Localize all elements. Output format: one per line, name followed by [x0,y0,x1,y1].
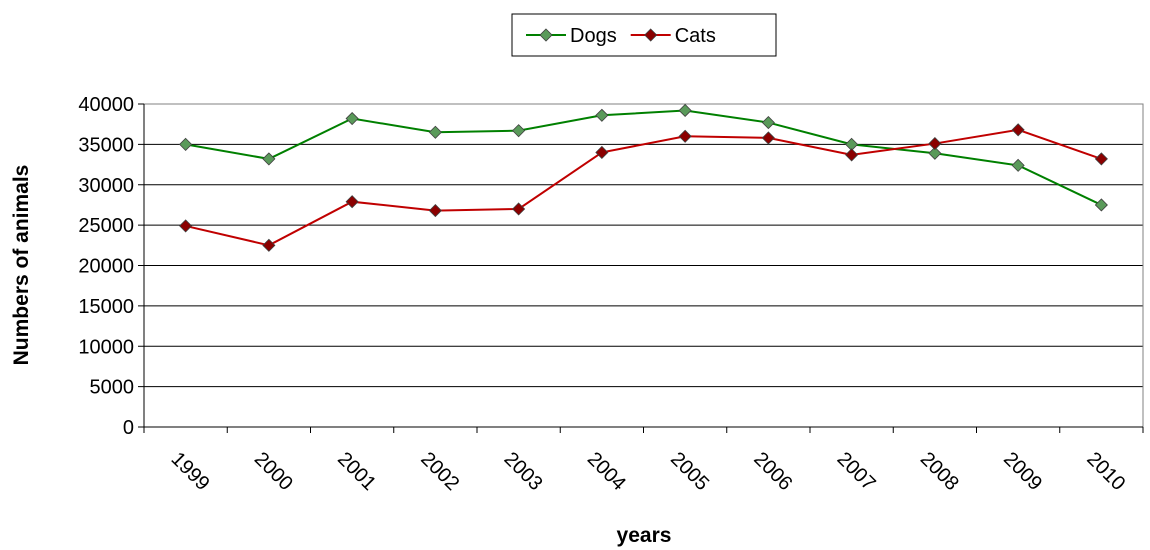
series-markers [179,103,1108,252]
y-tick-label: 5000 [90,377,135,399]
y-axis-title: Numbers of animals [10,165,33,366]
x-tick-label: 2001 [333,448,380,495]
x-tick-label: 2004 [583,448,630,495]
data-point-cats [428,204,442,218]
data-point-dogs [1011,158,1025,172]
y-tick-label: 35000 [78,134,134,156]
x-tick-label: 2007 [833,448,880,495]
legend-marker-cats [644,28,658,42]
data-point-cats [512,202,526,216]
legend-label-dogs: Dogs [570,25,617,47]
x-tick-label: 2006 [749,448,796,495]
data-point-dogs [512,124,526,138]
y-tick-label: 10000 [78,336,134,358]
y-tick-label: 20000 [78,256,134,278]
x-tick-label: 2003 [500,448,547,495]
data-point-dogs [1094,198,1108,212]
x-axis-title: years [617,524,672,547]
data-point-dogs [928,146,942,160]
y-tick-label: 15000 [78,296,134,318]
data-point-cats [678,129,692,143]
x-tick-label: 2000 [250,448,297,495]
legend-label-cats: Cats [675,25,716,47]
series-lines [185,109,1102,247]
y-tick-label: 0 [123,417,134,439]
legend-marker-dogs [539,28,553,42]
data-point-cats [928,137,942,151]
data-point-dogs [262,152,276,166]
series-line-dogs [185,109,1102,206]
plot-area: 0 5000 10000 15000 20000 25000 30000 35000 40000… [78,94,1144,495]
data-point-cats [761,131,775,145]
y-tick-label: 40000 [78,94,134,116]
x-tick-label: 2009 [999,448,1046,495]
data-point-dogs [179,137,193,151]
x-tick-label: 2002 [416,448,463,495]
data-point-dogs [345,111,359,126]
data-point-dogs [595,108,609,122]
data-point-cats [262,238,276,252]
data-point-dogs [678,103,692,118]
x-tick-label: 2008 [916,448,963,495]
y-tick-label: 30000 [78,175,134,197]
series-line-cats [185,128,1102,247]
gridlines [144,143,1143,388]
y-tick-label: 25000 [78,215,134,237]
x-axis: 1999 2000 2001 2002 2003 2004 2005 2006 2007 2008… [143,427,1144,495]
x-tick-label: 2005 [666,448,713,495]
legend: Dogs Cats [511,13,777,57]
data-point-cats [595,145,609,160]
data-point-cats [179,219,193,233]
data-point-cats [845,148,859,162]
data-point-dogs [761,116,775,130]
data-point-cats [1094,152,1108,166]
y-axis: 0 5000 10000 15000 20000 25000 30000 35000 40000 [78,94,1143,439]
data-point-cats [1011,123,1025,137]
x-tick-label: 1999 [167,448,214,495]
data-point-dogs [428,125,442,139]
data-point-cats [345,195,359,209]
x-tick-label: 2010 [1082,448,1129,495]
